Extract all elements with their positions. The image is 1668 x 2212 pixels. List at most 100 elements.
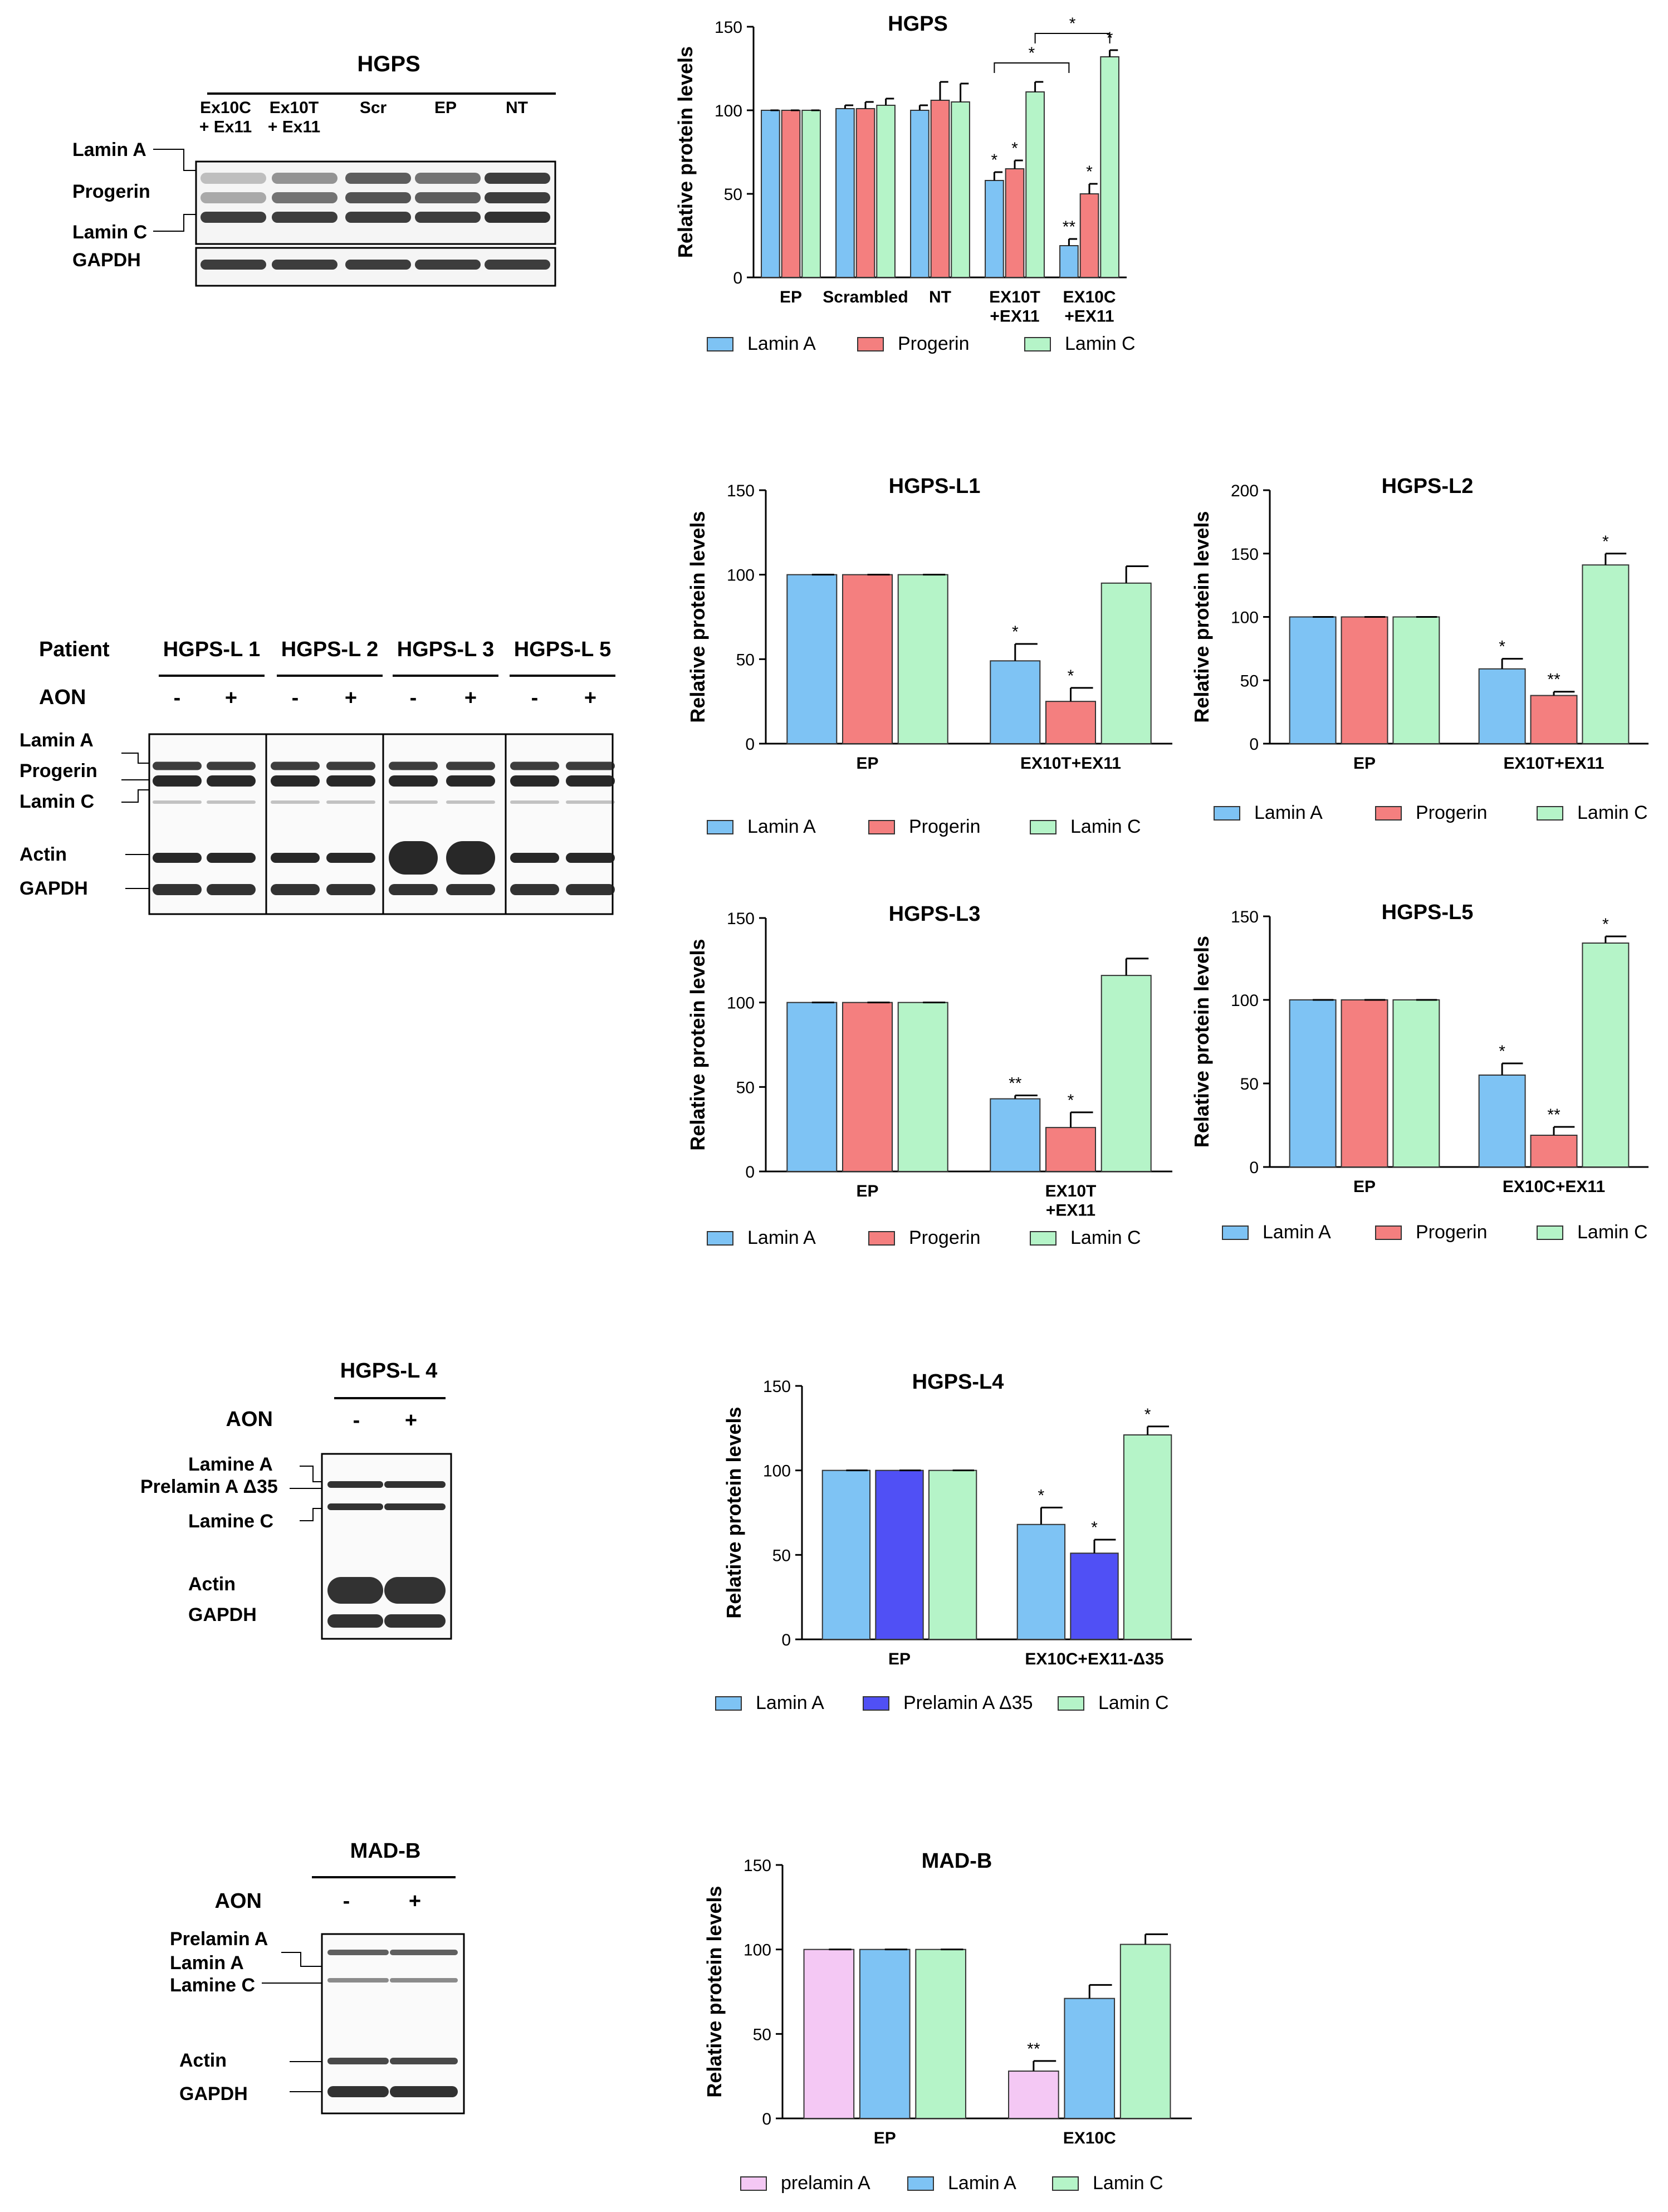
band-pointer: [153, 149, 196, 171]
aon-sign: -: [174, 686, 181, 710]
bar: [1025, 91, 1045, 278]
band-label: Prelamin A Δ35: [140, 1476, 278, 1497]
chart-title: HGPS: [888, 12, 948, 36]
protein-band: [384, 1503, 446, 1510]
y-tick-label: 100: [1231, 992, 1259, 1010]
legend-label: Lamin C: [1070, 816, 1141, 837]
significance-label: *: [1012, 623, 1019, 641]
bar: [990, 1098, 1041, 1172]
y-tick-label: 150: [1231, 545, 1259, 564]
significance-label: *: [1068, 1091, 1074, 1110]
legend-label: Lamin A: [747, 333, 816, 354]
category-label: EP: [780, 288, 802, 306]
category-label: EP: [874, 2129, 896, 2147]
chart-l4: HGPS-L4 0 50 100 150 Relative protein levels E…: [715, 1370, 1192, 1713]
band-label: GAPDH: [179, 2083, 248, 2104]
bar: [1005, 168, 1025, 278]
protein-band: [485, 212, 550, 223]
protein-band: [566, 884, 615, 895]
category-label: EP: [1353, 754, 1376, 773]
legend-swatch: [707, 820, 733, 834]
category-label: EX10C+EX11: [1063, 288, 1116, 326]
protein-band: [327, 2086, 389, 2097]
y-tick-label: 150: [1231, 908, 1259, 926]
aon-sign: +: [405, 1409, 417, 1432]
lane-label: EP: [434, 99, 457, 117]
bar: [1530, 695, 1578, 745]
bar: [1289, 616, 1337, 744]
blot-title: MAD-B: [350, 1839, 421, 1863]
significance-label: **: [1027, 2040, 1040, 2058]
bar: [1392, 999, 1440, 1168]
band-pointer: [121, 789, 149, 803]
protein-band: [389, 761, 438, 770]
bar: [1478, 668, 1526, 745]
bar: [1045, 1127, 1097, 1172]
category-label-line: +EX11: [990, 307, 1039, 326]
protein-band: [271, 775, 320, 787]
y-tick-label: 0: [781, 1631, 791, 1649]
protein-band: [389, 775, 438, 787]
bar: [1016, 1524, 1066, 1640]
y-axis-label: Relative protein levels: [703, 1886, 726, 2097]
protein-band: [485, 173, 550, 184]
protein-band: [345, 192, 411, 203]
protein-band: [200, 212, 266, 223]
row-label: AON: [226, 1408, 273, 1431]
significance-label: *: [1086, 163, 1093, 181]
significance-label: *: [1091, 1518, 1098, 1537]
bar: [951, 101, 970, 278]
protein-band: [326, 884, 375, 895]
lane-label-line: + Ex11: [268, 118, 320, 136]
protein-band: [390, 2086, 458, 2097]
protein-band: [327, 1503, 383, 1510]
protein-band: [415, 212, 481, 223]
legend-swatch: [1214, 806, 1240, 821]
protein-band: [153, 884, 202, 895]
bar: [1530, 1135, 1578, 1168]
legend-swatch: [715, 1696, 742, 1711]
protein-band: [271, 884, 320, 895]
legend-label: Lamin C: [1093, 2172, 1163, 2194]
bar: [1478, 1075, 1526, 1168]
bar: [1100, 56, 1119, 278]
significance-label: *: [1038, 1486, 1045, 1505]
legend-swatch: [857, 337, 884, 351]
bar: [855, 108, 875, 278]
y-tick-label: 100: [727, 994, 755, 1013]
row-label: AON: [39, 686, 86, 709]
protein-band: [326, 775, 375, 787]
bar: [786, 1002, 838, 1172]
protein-band: [384, 1614, 446, 1628]
bar: [842, 1002, 893, 1172]
significance-label: *: [1011, 139, 1018, 158]
category-label-line: +EX11: [1064, 307, 1114, 326]
lane-label: NT: [506, 99, 528, 117]
aon-sign: -: [343, 1889, 350, 1913]
protein-band: [384, 1481, 446, 1488]
bar: [842, 574, 893, 744]
protein-band: [510, 775, 559, 787]
legend-label: Lamin A: [747, 1227, 816, 1248]
band-label: Progerin: [72, 181, 150, 202]
category-label: EP: [856, 1182, 878, 1200]
protein-band: [485, 192, 550, 203]
band-label: Lamine C: [188, 1511, 273, 1532]
chart-title: HGPS-L5: [1382, 901, 1474, 924]
protein-band: [446, 761, 495, 770]
bar: [875, 1469, 924, 1640]
protein-band: [390, 1950, 458, 1955]
aon-sign: +: [584, 686, 596, 710]
bar: [781, 110, 801, 278]
protein-band: [446, 884, 495, 895]
bar: [1582, 943, 1630, 1168]
protein-band: [153, 853, 202, 863]
protein-band: [566, 800, 615, 804]
y-tick-label: 50: [736, 651, 755, 669]
bar: [1064, 1998, 1116, 2119]
protein-band: [327, 2058, 389, 2064]
protein-band: [327, 1978, 389, 1983]
band-label: Lamin A: [72, 139, 146, 160]
